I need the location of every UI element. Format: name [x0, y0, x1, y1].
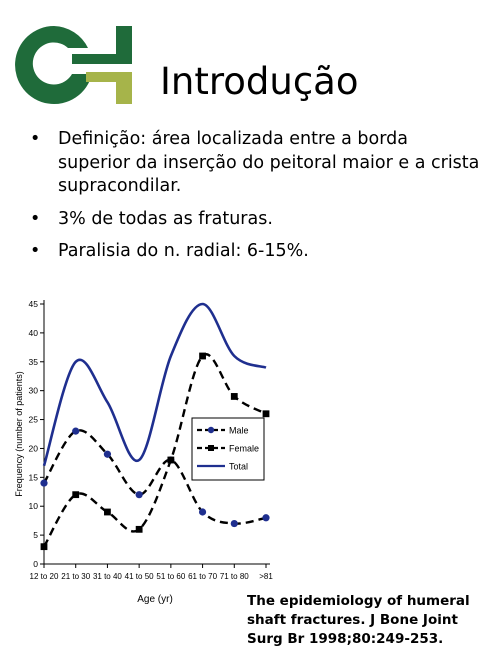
x-tick-label: 31 to 40	[93, 572, 122, 581]
legend-female-marker	[208, 445, 214, 451]
series-male-point	[262, 514, 270, 522]
logo-c-shape	[15, 26, 92, 104]
series-female-point	[167, 456, 175, 464]
bullet-dot: •	[30, 208, 41, 229]
bullet-item: • 3% de todas as fraturas.	[30, 208, 480, 232]
series-female-point	[72, 491, 80, 499]
bullet-dot: •	[30, 129, 41, 149]
ci-logo-icon	[15, 26, 132, 104]
legend-box	[191, 417, 265, 481]
y-tick-label: 45	[29, 299, 39, 309]
y-axis-label: Frequency (number of patients)	[14, 371, 24, 497]
series-male-point	[230, 519, 238, 528]
logo-i-green	[116, 26, 132, 64]
frequency-line-chart: 0 5 10 15 20 25 30 35 40 45 12 to 20 21 to 30 31 to …	[14, 299, 273, 605]
legend-male-label: Male	[229, 426, 249, 436]
series-male-point	[135, 491, 143, 499]
x-tick-label: 12 to 20	[30, 572, 59, 581]
series-female-point	[262, 410, 270, 418]
logo-bar-olive	[86, 72, 116, 82]
series-female-line	[42, 353, 267, 548]
series-female-point	[199, 352, 206, 360]
bullet-text: 3% de todas as fraturas.	[58, 208, 273, 229]
series-female-point	[40, 543, 48, 551]
bullet-dot: •	[30, 241, 41, 261]
series-male-point	[198, 508, 207, 516]
y-tick-label: 20	[29, 443, 39, 453]
y-tick-label: 40	[29, 328, 39, 338]
x-tick-label: >81	[259, 572, 273, 581]
bullet-list: • Definição: área localizada entre a bord…	[30, 128, 480, 273]
series-male-point	[103, 450, 112, 458]
series-male-point	[72, 427, 80, 435]
slide-title: Introdução	[160, 60, 359, 103]
x-tick-label: 61 to 70	[188, 572, 217, 581]
y-tick-label: 5	[33, 530, 38, 540]
y-tick-label: 10	[29, 501, 39, 511]
series-male-point	[40, 479, 48, 487]
bullet-text: Definição: área localizada entre a borda…	[58, 129, 480, 196]
logo-bar-green	[72, 54, 116, 64]
series-female-point	[104, 508, 111, 516]
x-tick-label: 21 to 30	[61, 572, 90, 581]
legend-total-label: Total	[229, 462, 248, 472]
series-total-line	[42, 302, 267, 467]
x-tick-label: 71 to 80	[220, 572, 249, 581]
series-female-point	[230, 393, 238, 400]
legend-male-marker	[207, 426, 215, 434]
bullet-item: • Definição: área localizada entre a bord…	[30, 128, 480, 199]
logo-i-olive	[116, 72, 132, 104]
reference-citation: The epidemiology of humeral shaft fractu…	[247, 593, 470, 647]
x-tick-label: 41 to 50	[125, 572, 154, 581]
series-female-point	[135, 525, 143, 533]
bullet-text: Paralisia do n. radial: 6-15%.	[58, 241, 309, 261]
y-tick-label: 0	[33, 559, 38, 569]
y-tick-label: 35	[29, 357, 39, 367]
x-tick-label: 51 to 60	[156, 572, 185, 581]
legend-female-label: Female	[229, 444, 259, 454]
y-tick-label: 15	[29, 472, 39, 482]
y-tick-label: 30	[29, 386, 39, 396]
series-male-line	[42, 429, 267, 525]
y-tick-label: 25	[29, 415, 39, 425]
x-axis-label: Age (yr)	[137, 594, 173, 605]
bullet-item: • Paralisia do n. radial: 6-15%.	[30, 240, 480, 264]
